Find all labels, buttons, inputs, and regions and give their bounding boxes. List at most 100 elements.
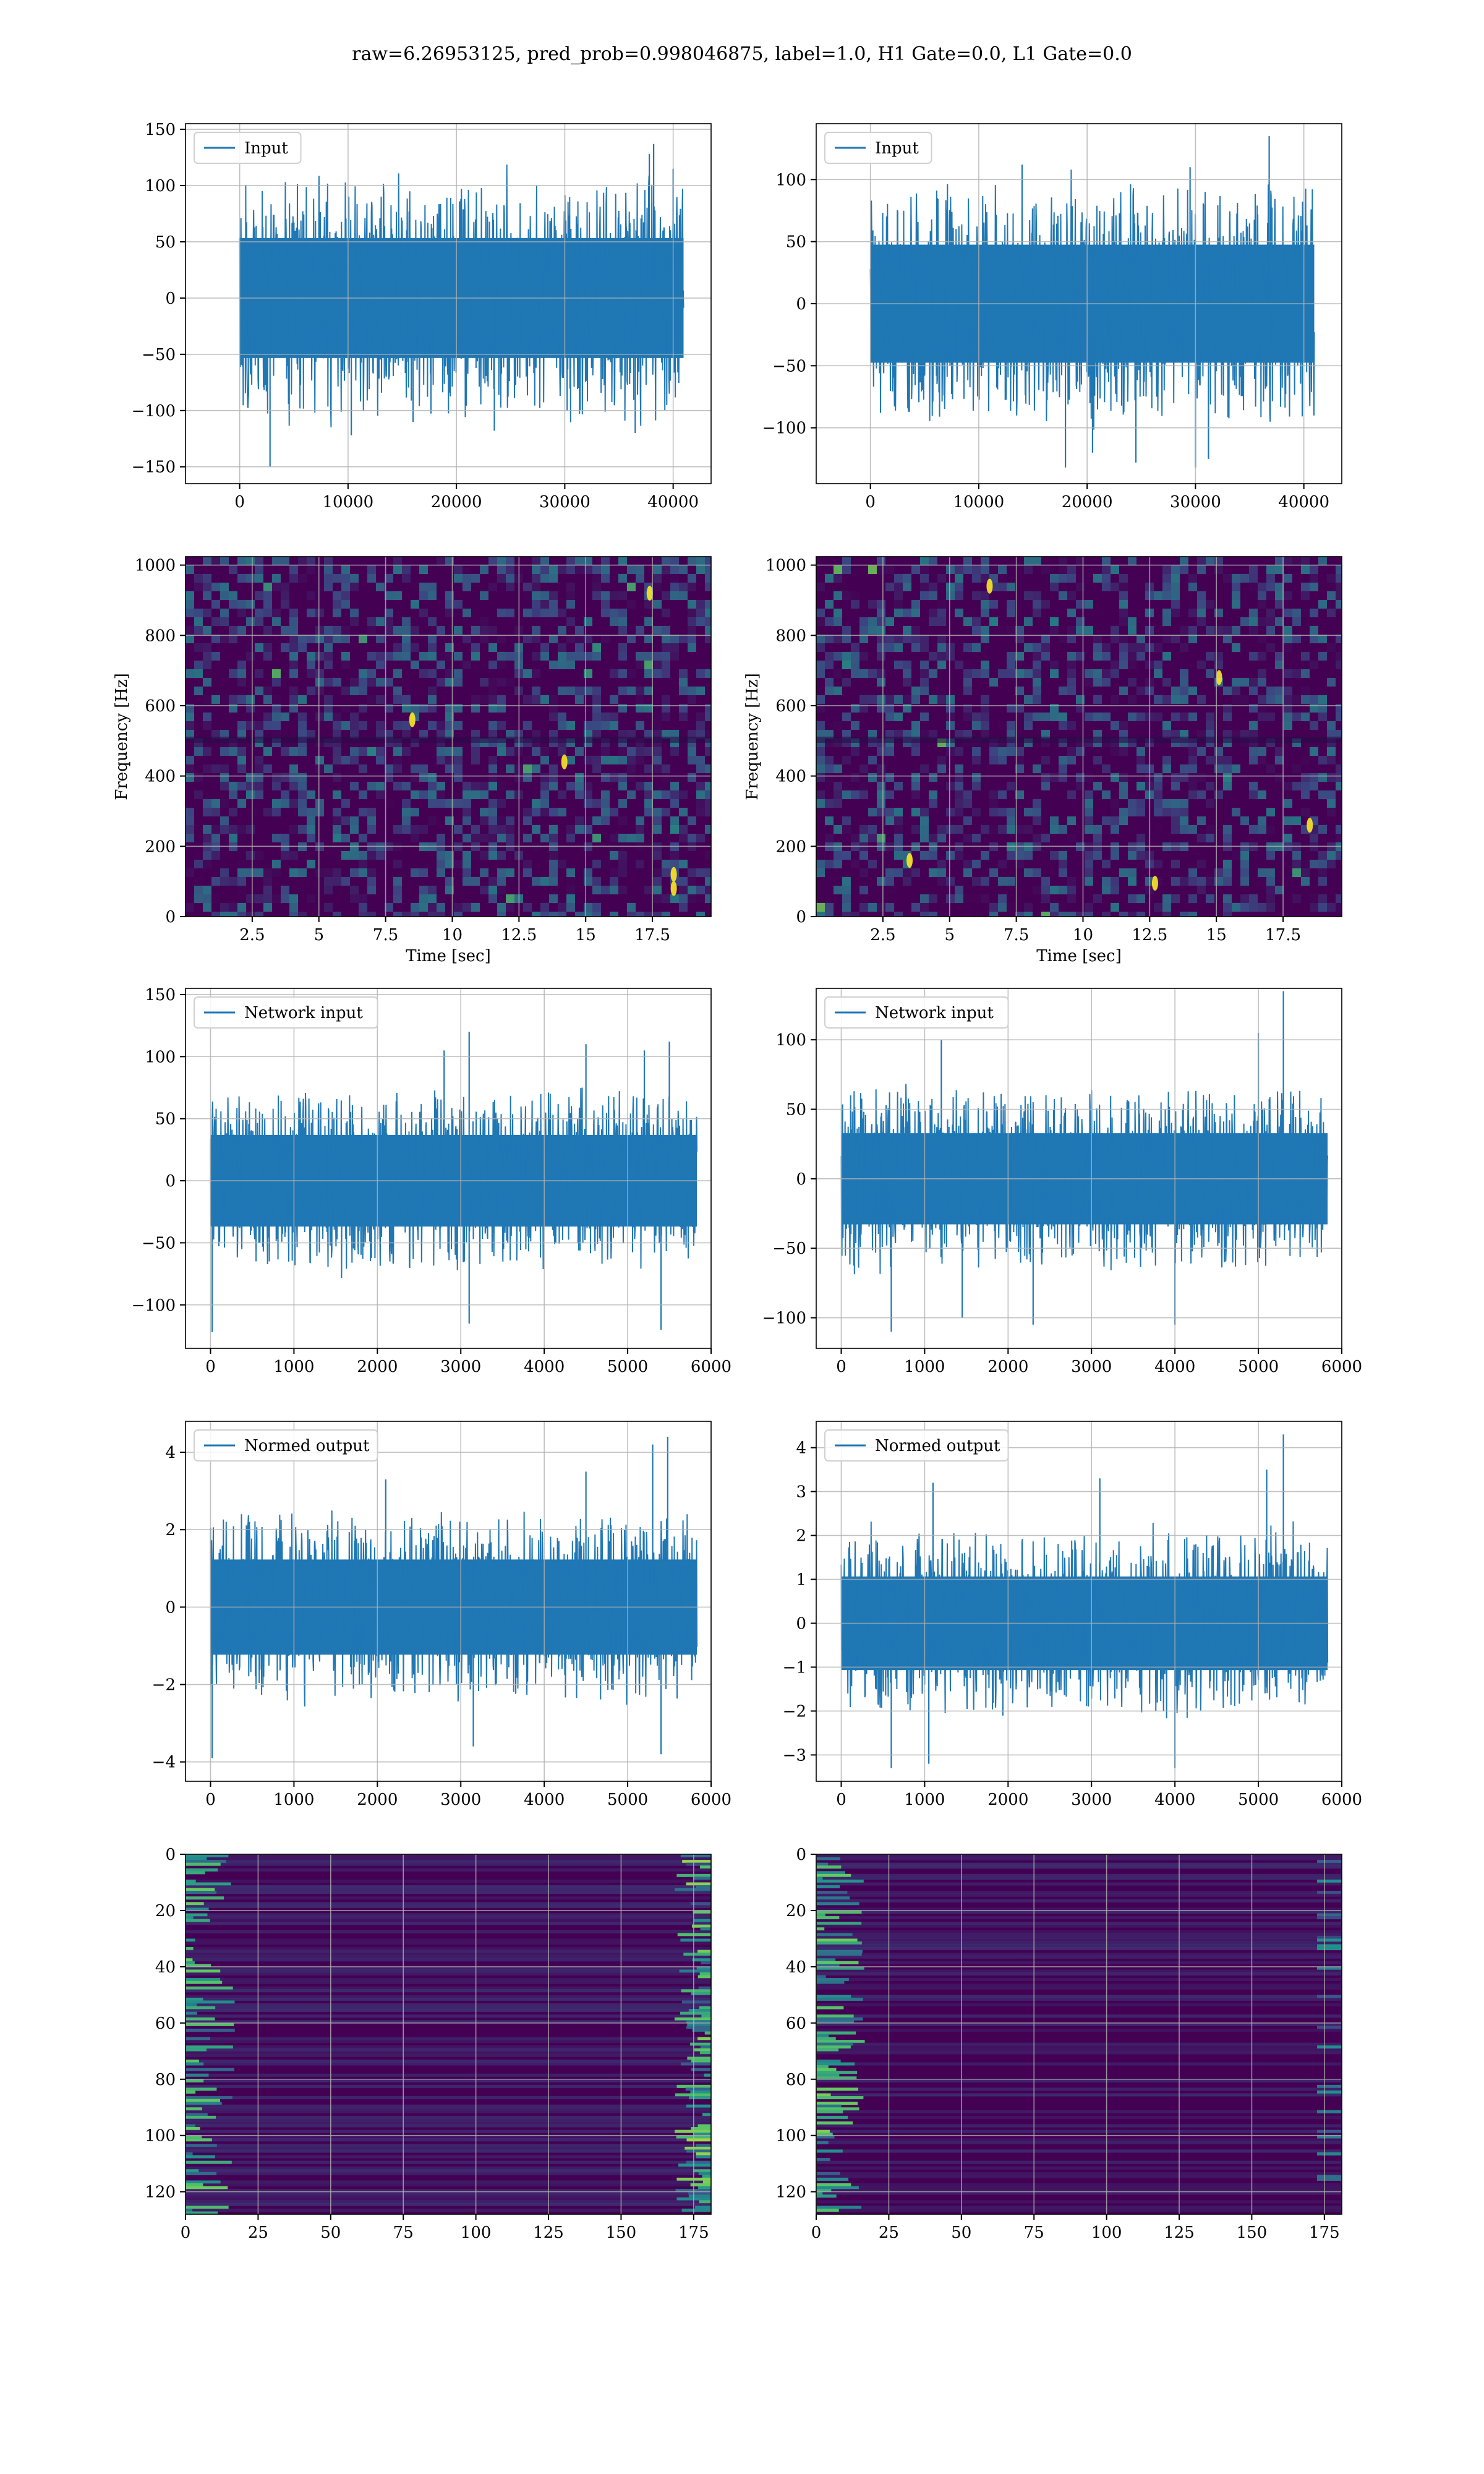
spectrogram-cell <box>437 851 445 860</box>
x-tick-label: 0 <box>234 493 245 511</box>
spectrogram-cell <box>1007 782 1015 790</box>
spectrogram-cell <box>437 626 445 635</box>
spectrogram-cell <box>385 773 393 782</box>
spectrogram-cell <box>480 591 488 600</box>
spectrogram-cell <box>307 687 315 695</box>
spectrogram-cell <box>298 868 307 877</box>
spectrogram-cell <box>816 764 825 773</box>
spectrogram-cell <box>1310 704 1318 713</box>
spectrogram-cell <box>549 609 558 617</box>
spectrogram-cell <box>1318 652 1327 661</box>
spectrogram-cell <box>289 747 298 756</box>
spectrogram-cell <box>229 834 237 842</box>
spectrogram-cell <box>1111 747 1119 756</box>
spectrogram-cell <box>1067 756 1076 764</box>
spectrogram-cell <box>816 730 825 738</box>
spectrogram-cell <box>1197 591 1206 600</box>
feature-map-row <box>186 2006 711 2010</box>
spectrogram-cell <box>1076 557 1085 565</box>
spectrogram-cell <box>955 747 963 756</box>
y-tick-label: 50 <box>155 233 176 252</box>
spectrogram-cell <box>324 764 333 773</box>
legend-label: Input <box>875 139 919 158</box>
spectrogram-cell <box>1007 661 1015 669</box>
spectrogram-cell <box>989 747 998 756</box>
spectrogram-cell <box>255 617 263 626</box>
spectrogram-cell <box>194 617 203 626</box>
spectrogram-cell <box>1171 687 1180 695</box>
spectrogram-cell <box>367 626 376 635</box>
spectrogram-cell <box>211 635 220 643</box>
spectrogram-cell <box>367 678 376 687</box>
spectrogram-cell <box>1033 816 1041 825</box>
spectrogram-cell <box>842 886 851 894</box>
spectrogram-cell <box>601 790 610 799</box>
spectrogram-cell <box>203 669 211 678</box>
spectrogram-cell <box>1275 695 1284 704</box>
spectrogram-cell <box>497 903 506 912</box>
spectrogram-cell <box>670 825 679 834</box>
spectrogram-cell <box>315 609 324 617</box>
spectrogram-cell <box>911 687 920 695</box>
spectrogram-cell <box>868 695 877 704</box>
spectrogram-cell <box>1033 687 1041 695</box>
spectrogram-cell <box>307 860 315 868</box>
spectrogram-cell <box>1067 687 1076 695</box>
spectrogram-cell <box>1128 799 1136 808</box>
spectrogram-cell <box>1336 652 1342 661</box>
feature-map-edge <box>687 2057 711 2060</box>
spectrogram-cell <box>1111 704 1119 713</box>
spectrogram-cell <box>601 713 610 721</box>
feature-map-row <box>186 2003 711 2007</box>
spectrogram-cell <box>834 687 842 695</box>
spectrogram-cell <box>981 721 989 730</box>
spectrogram-cell <box>653 868 662 877</box>
spectrogram-cell <box>1266 574 1275 583</box>
spectrogram-cell <box>618 868 627 877</box>
spectrogram-cell <box>220 617 229 626</box>
spectrogram-cell <box>816 609 825 617</box>
y-tick-label: 80 <box>155 2071 176 2089</box>
feature-map-edge <box>702 2180 711 2184</box>
spectrogram-cell <box>281 773 289 782</box>
spectrogram-cell <box>1327 730 1336 738</box>
legend-label: Normed output <box>244 1437 370 1455</box>
spectrogram-cell <box>877 669 885 678</box>
y-tick-label: 4 <box>165 1444 176 1462</box>
spectrogram-cell <box>488 825 497 834</box>
feature-map-edge <box>816 1862 828 1866</box>
spectrogram-cell <box>272 695 281 704</box>
feature-map-edge <box>696 1885 711 1889</box>
spectrogram-cell <box>540 695 549 704</box>
spectrogram-cell <box>1067 886 1076 894</box>
spectrogram-cell <box>1310 747 1318 756</box>
spectrogram-cell <box>877 678 885 687</box>
spectrogram-cell <box>929 583 937 591</box>
spectrogram-cell <box>859 652 868 661</box>
x-tick-label: 2.5 <box>870 926 895 944</box>
feature-map-row <box>816 1882 1342 1886</box>
spectrogram-cell <box>636 574 644 583</box>
spectrogram-cell <box>998 903 1007 912</box>
spectrogram-cell <box>1128 557 1136 565</box>
spectrogram-cell <box>662 808 670 816</box>
spectrogram-cell <box>1136 687 1145 695</box>
feature-map-edge <box>816 2110 843 2113</box>
spectrogram-cell <box>842 894 851 903</box>
spectrogram-cell <box>825 912 834 917</box>
spectrogram-cell <box>1301 713 1310 721</box>
spectrogram-cell <box>341 591 350 600</box>
feature-map-edge <box>816 1916 840 1920</box>
signal-line <box>239 164 684 427</box>
spectrogram-cell <box>894 816 903 825</box>
spectrogram-cell <box>393 695 402 704</box>
spectrogram-cell <box>341 756 350 764</box>
spectrogram-cell <box>1136 764 1145 773</box>
spectrogram-cell <box>324 868 333 877</box>
x-tick-label: 2000 <box>357 1358 398 1376</box>
spectrogram-cell <box>506 816 514 825</box>
spectrogram-cell <box>1232 591 1240 600</box>
spectrogram-cell <box>1249 747 1258 756</box>
spectrogram-cell <box>972 860 981 868</box>
